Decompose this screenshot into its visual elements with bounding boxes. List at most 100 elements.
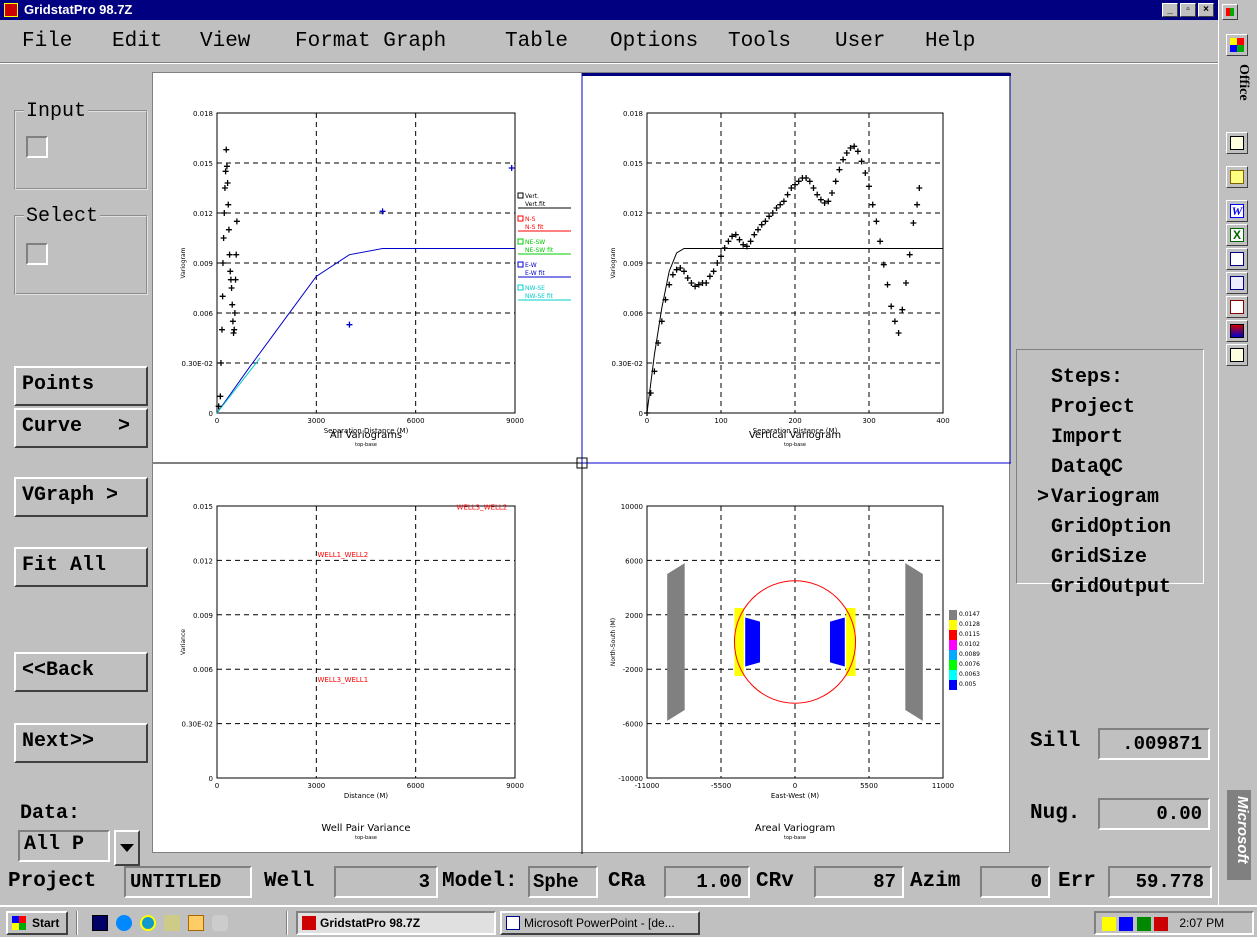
legend-value: 0.0115 [959, 631, 980, 638]
task-powerpoint[interactable]: Microsoft PowerPoint - [de... [500, 911, 700, 935]
cra-field[interactable]: 1.00 [664, 866, 750, 898]
menu-tools[interactable]: Tools [728, 30, 792, 53]
start-button[interactable]: Start [6, 911, 68, 935]
word-icon[interactable]: W [1226, 200, 1248, 222]
data-point [803, 175, 810, 181]
internet-explorer-icon[interactable] [140, 915, 156, 931]
data-point [829, 190, 835, 196]
next-button[interactable]: Next>> [14, 723, 148, 763]
data-point [228, 285, 235, 291]
crv-field[interactable]: 87 [814, 866, 904, 898]
project-field[interactable]: UNTITLED [124, 866, 252, 898]
assistant-icon[interactable] [212, 915, 228, 931]
data-select[interactable]: All P [18, 830, 110, 862]
curve-button[interactable]: Curve > [14, 408, 148, 448]
contacts-icon[interactable] [1226, 320, 1248, 342]
legend-entry: E-W [525, 262, 537, 269]
chart-2: 0 3000 6000 9000 0 0.30E-02 0.006 0.009 0.012 0.0… [180, 503, 524, 841]
minimize-button[interactable]: _ [1162, 3, 1178, 17]
x-tick-label: -11000 [635, 782, 660, 790]
fit-all-button[interactable]: Fit All [14, 547, 148, 587]
step-variogram[interactable]: Variogram [1051, 486, 1160, 509]
select-checkbox[interactable] [26, 243, 48, 265]
microsoft-brand: Microsoft [1227, 790, 1251, 880]
data-point [681, 268, 687, 275]
err-field[interactable]: 59.778 [1108, 866, 1212, 898]
close-button[interactable]: × [1198, 3, 1214, 17]
maximize-button[interactable]: ▫ [1180, 3, 1196, 17]
tray-app-icon[interactable] [1136, 916, 1151, 931]
data-point [346, 321, 353, 328]
data-point [662, 296, 669, 303]
binder-icon[interactable] [1226, 272, 1248, 294]
step-gridsize[interactable]: GridSize [1051, 546, 1148, 569]
data-point [758, 221, 765, 228]
task-gridstatpro[interactable]: GridstatPro 98.7Z [296, 911, 496, 935]
notepad-icon[interactable] [1226, 344, 1248, 366]
excel-icon[interactable]: X [1226, 224, 1248, 246]
data-point [895, 330, 902, 336]
x-tick-label: 0 [215, 782, 219, 790]
schedule-icon[interactable] [1226, 296, 1248, 318]
legend-swatch [949, 670, 957, 680]
data-point [847, 145, 854, 151]
step-project[interactable]: Project [1051, 396, 1136, 419]
menu-help[interactable]: Help [925, 30, 976, 53]
nug-label: Nug. [1030, 802, 1081, 825]
task-label: Microsoft PowerPoint - [de... [524, 916, 675, 930]
network-icon[interactable] [1119, 916, 1134, 931]
legend-swatch [949, 680, 957, 690]
data-point [825, 198, 832, 205]
cra-label: CRa [608, 870, 646, 893]
step-gridoption[interactable]: GridOption [1051, 516, 1172, 539]
step-import[interactable]: Import [1051, 426, 1124, 449]
office-logo-icon[interactable] [1226, 34, 1248, 56]
data-point [784, 191, 791, 198]
x-tick-label: 3000 [307, 417, 325, 425]
channels-icon[interactable] [164, 915, 180, 931]
vgraph-button[interactable]: VGraph > [14, 477, 148, 517]
back-button[interactable]: <<Back [14, 652, 148, 692]
data-point [910, 220, 917, 226]
x-tick-label: 6000 [407, 782, 425, 790]
data-dropdown-button[interactable] [114, 830, 140, 866]
menu-format-graph[interactable]: Format Graph [295, 30, 447, 53]
menu-user[interactable]: User [835, 30, 886, 53]
sill-field[interactable]: .009871 [1098, 728, 1210, 760]
menu-view[interactable]: View [200, 30, 251, 53]
y-tick-label: -6000 [623, 721, 643, 729]
input-checkbox[interactable] [26, 136, 48, 158]
note-icon[interactable] [1226, 166, 1248, 188]
data-point [231, 310, 238, 316]
menu-file[interactable]: File [22, 30, 73, 53]
well-field[interactable]: 3 [334, 866, 438, 898]
menu-edit[interactable]: Edit [112, 30, 163, 53]
model-field[interactable]: Sphe [528, 866, 598, 898]
points-button[interactable]: Points [14, 366, 148, 406]
office-menu-icon[interactable] [1222, 4, 1238, 20]
new-document-icon[interactable] [1226, 132, 1248, 154]
azim-field[interactable]: 0 [980, 866, 1050, 898]
nug-field[interactable]: 0.00 [1098, 798, 1210, 830]
legend-entry: Vert.fit [525, 201, 546, 208]
powerpoint-icon[interactable] [1226, 248, 1248, 270]
chart-title: Well Pair Variance [321, 823, 410, 834]
browser-icon[interactable] [116, 915, 132, 931]
volume-icon[interactable] [1102, 916, 1116, 931]
step-gridoutput[interactable]: GridOutput [1051, 576, 1172, 599]
x-tick-label: 6000 [407, 417, 425, 425]
data-point [225, 226, 232, 233]
data-point [217, 393, 224, 400]
y-tick-label: 0.009 [193, 260, 213, 268]
desktop-icon[interactable] [92, 915, 108, 931]
data-point [836, 166, 843, 173]
data-point [721, 245, 728, 251]
edit-icon[interactable] [188, 915, 204, 931]
data-point [688, 280, 695, 286]
menu-options[interactable]: Options [610, 30, 699, 53]
data-point [877, 238, 884, 245]
tray-app2-icon[interactable] [1154, 916, 1169, 931]
data-point [780, 198, 787, 205]
step-dataqc[interactable]: DataQC [1051, 456, 1124, 479]
menu-table[interactable]: Table [505, 30, 569, 53]
